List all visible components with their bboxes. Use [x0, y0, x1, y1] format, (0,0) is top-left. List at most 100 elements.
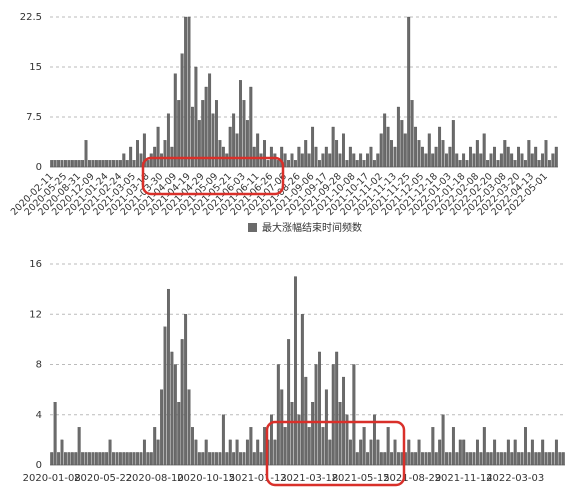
bar	[338, 153, 342, 168]
bar	[211, 113, 215, 168]
bar	[448, 146, 452, 168]
bar	[465, 160, 469, 168]
bar	[482, 133, 486, 168]
bar	[455, 452, 459, 466]
bar	[149, 153, 153, 168]
bar	[290, 153, 294, 168]
bar	[197, 452, 201, 466]
bar	[287, 160, 291, 168]
bar	[465, 452, 469, 466]
bar	[434, 452, 438, 466]
bar	[390, 140, 393, 168]
bar	[410, 100, 414, 168]
bar	[534, 146, 538, 168]
bar	[369, 439, 373, 466]
bar	[400, 120, 404, 168]
bar	[537, 452, 541, 466]
bar	[530, 153, 534, 168]
bar	[396, 106, 400, 168]
bar	[403, 133, 407, 168]
bar	[98, 452, 102, 466]
bar	[190, 106, 194, 168]
bar	[431, 153, 435, 168]
bar	[105, 452, 109, 466]
bar	[527, 452, 531, 466]
bar	[53, 160, 57, 168]
bar	[115, 160, 119, 168]
bar	[184, 314, 188, 466]
bar	[345, 160, 349, 168]
bar	[53, 402, 57, 466]
bar	[242, 100, 246, 168]
bar	[544, 452, 548, 466]
bar	[63, 452, 67, 466]
y-tick-label: 12	[29, 309, 42, 320]
bar	[232, 113, 236, 168]
bar	[67, 160, 71, 168]
bar	[372, 414, 376, 466]
bar	[554, 439, 558, 466]
bar	[177, 100, 181, 168]
bar	[50, 452, 54, 466]
bar	[300, 314, 304, 466]
y-tick-label: 0	[36, 162, 42, 173]
bar	[355, 452, 359, 466]
bar	[142, 133, 146, 168]
bar	[427, 133, 431, 168]
bar	[331, 126, 335, 168]
bar	[379, 133, 383, 168]
x-tick-label: 2021-08-29	[383, 473, 441, 484]
bar	[554, 146, 558, 168]
bar	[259, 153, 263, 168]
bar	[462, 439, 466, 466]
bar	[245, 120, 249, 168]
bar	[462, 153, 466, 168]
bar	[421, 452, 424, 466]
bar	[517, 146, 520, 168]
bar	[191, 427, 194, 466]
bar	[249, 427, 253, 466]
bar	[187, 389, 191, 466]
x-tick-label: 2021-01-13	[229, 473, 287, 484]
bar	[194, 66, 198, 168]
bar	[94, 452, 98, 466]
highlight-box	[265, 420, 406, 487]
bar	[393, 146, 397, 168]
bar	[70, 452, 74, 466]
bar	[345, 414, 349, 466]
bar	[424, 452, 428, 466]
bar	[112, 160, 115, 168]
bar	[534, 452, 538, 466]
bar	[287, 339, 291, 466]
bar	[163, 140, 167, 168]
bar	[57, 452, 61, 466]
bar	[445, 452, 449, 466]
bar	[235, 133, 239, 168]
bar	[177, 402, 181, 466]
bar	[359, 439, 363, 466]
bar	[427, 452, 431, 466]
bar	[475, 439, 479, 466]
bar	[88, 452, 91, 466]
bar	[496, 452, 500, 466]
bar	[372, 160, 376, 168]
bar	[458, 439, 462, 466]
bar	[132, 160, 136, 168]
bar	[472, 452, 476, 466]
bar	[324, 389, 328, 466]
bar	[115, 452, 119, 466]
bar	[156, 439, 160, 466]
bar	[489, 153, 493, 168]
bar	[362, 160, 366, 168]
bar	[211, 452, 215, 466]
bar	[489, 452, 493, 466]
bar	[410, 452, 414, 466]
bar	[548, 452, 552, 466]
bar	[208, 452, 212, 466]
bar	[290, 402, 294, 466]
bar	[369, 146, 373, 168]
bar	[60, 160, 64, 168]
bar	[348, 439, 352, 466]
bar	[91, 160, 95, 168]
